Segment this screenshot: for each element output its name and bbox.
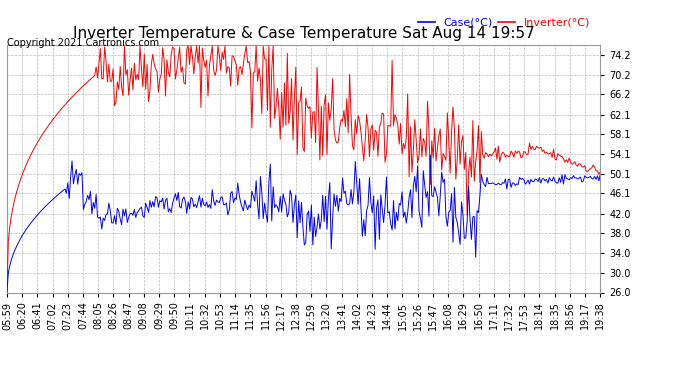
Text: Copyright 2021 Cartronics.com: Copyright 2021 Cartronics.com bbox=[7, 38, 159, 48]
Legend: Case(°C), Inverter(°C): Case(°C), Inverter(°C) bbox=[413, 13, 595, 32]
Title: Inverter Temperature & Case Temperature Sat Aug 14 19:57: Inverter Temperature & Case Temperature … bbox=[72, 26, 535, 41]
